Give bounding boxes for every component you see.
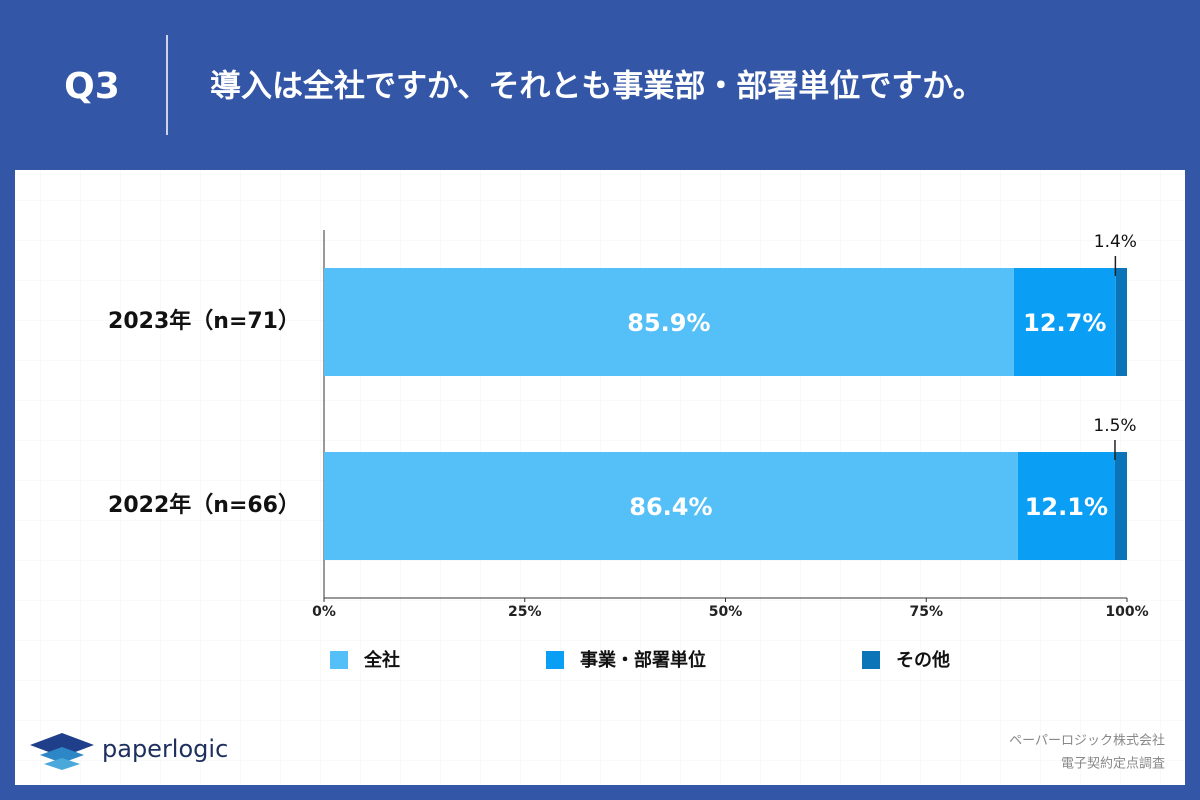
- source-company: ペーパーロジック株式会社: [1009, 733, 1165, 749]
- value-label: 1.5%: [1093, 416, 1136, 436]
- value-label: 1.4%: [1094, 232, 1137, 252]
- value-label: 12.1%: [1025, 493, 1108, 521]
- legend-label: 事業・部署単位: [580, 649, 706, 671]
- value-label: 86.4%: [629, 493, 712, 521]
- legend-swatch: [330, 651, 348, 669]
- brand: paperlogic: [102, 735, 228, 763]
- x-tick-label: 100%: [1105, 604, 1148, 620]
- title: 導入は全社ですか、それとも事業部・部署単位ですか。: [210, 69, 984, 105]
- legend-swatch: [546, 651, 564, 669]
- question-number: Q3: [64, 66, 120, 107]
- bar-segment: [1017, 452, 1115, 560]
- bar-segment: [1013, 268, 1116, 376]
- bar-segment: [324, 268, 1014, 376]
- x-tick-label: 75%: [909, 604, 943, 620]
- legend-label: 全社: [363, 649, 400, 671]
- x-tick-label: 25%: [508, 604, 542, 620]
- bar-segment: [1114, 452, 1127, 560]
- x-tick-label: 50%: [709, 604, 743, 620]
- logo: paperlogic: [30, 733, 228, 770]
- legend-swatch: [862, 651, 880, 669]
- bar-segment: [1115, 268, 1127, 376]
- legend-label: その他: [896, 649, 950, 671]
- bar-segment: [324, 452, 1018, 560]
- value-label: 12.7%: [1023, 309, 1106, 337]
- source-survey: 電子契約定点調査: [1061, 757, 1165, 772]
- y-tick-label: 2022年（n=66）: [108, 492, 300, 518]
- value-label: 85.9%: [627, 309, 710, 337]
- x-tick-label: 0%: [312, 604, 336, 620]
- y-tick-label: 2023年（n=71）: [108, 308, 300, 334]
